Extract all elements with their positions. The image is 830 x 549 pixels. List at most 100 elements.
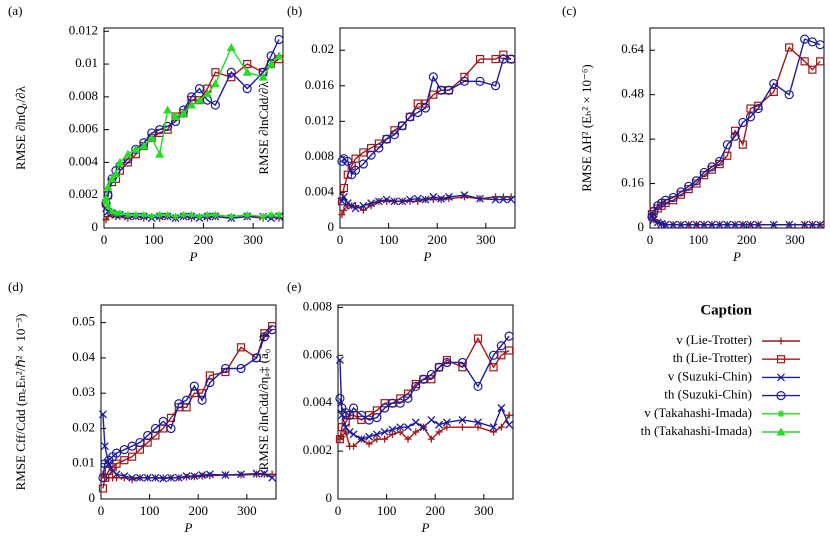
marker [459, 76, 470, 86]
marker [358, 159, 368, 169]
marker [108, 208, 116, 216]
marker [397, 121, 407, 131]
x-axis-label: P [184, 520, 193, 535]
marker [274, 51, 284, 60]
x-tick-label: 0 [98, 503, 105, 518]
marker [418, 374, 429, 384]
marker [443, 423, 451, 431]
panel-label: (a) [8, 3, 22, 18]
marker [140, 211, 148, 219]
marker [411, 418, 420, 427]
legend-label: th (Lie-Trotter) [673, 350, 752, 365]
marker [769, 78, 779, 89]
marker [174, 399, 184, 409]
x-tick-label: 200 [425, 503, 445, 518]
marker [777, 373, 785, 382]
legend-title: Caption [700, 302, 752, 318]
marker [373, 435, 381, 443]
legend-label: v (Lie-Trotter) [676, 332, 752, 347]
x-tick-label: 300 [474, 503, 494, 518]
marker [816, 220, 825, 229]
marker [243, 59, 252, 69]
x-axis-label: P [421, 520, 430, 535]
marker [150, 423, 161, 434]
marker [714, 156, 725, 166]
marker [237, 470, 245, 479]
marker [722, 140, 732, 150]
marker [476, 194, 484, 203]
marker [210, 79, 220, 88]
marker [166, 423, 176, 434]
marker [236, 363, 246, 374]
marker [715, 220, 724, 229]
marker [348, 403, 359, 413]
series-line [105, 46, 280, 199]
marker [411, 381, 421, 392]
marker [339, 183, 348, 193]
marker [268, 473, 277, 482]
marker [785, 220, 794, 229]
x-tick-label: 300 [243, 232, 263, 247]
marker [442, 357, 452, 368]
marker [206, 472, 214, 480]
marker [800, 220, 809, 229]
marker [460, 191, 469, 200]
marker [151, 473, 160, 482]
marker [427, 435, 435, 443]
marker [120, 456, 129, 465]
marker [120, 472, 129, 481]
marker [800, 57, 809, 66]
marker [112, 459, 121, 468]
marker [275, 211, 283, 219]
marker [338, 433, 346, 441]
marker [474, 423, 482, 431]
marker [497, 423, 505, 431]
marker [473, 381, 483, 392]
marker [357, 435, 366, 444]
marker [490, 81, 501, 91]
y-tick-label: 0.05 [72, 314, 95, 329]
marker [340, 206, 348, 214]
y-tick-label: 0 [92, 219, 99, 234]
marker [700, 220, 709, 229]
marker [268, 470, 276, 478]
marker [343, 199, 352, 208]
marker [112, 209, 120, 217]
marker [167, 473, 175, 482]
marker [380, 403, 390, 413]
marker [100, 442, 109, 451]
marker [351, 204, 360, 213]
y-tick-label: 0 [328, 219, 335, 234]
marker [251, 353, 262, 363]
marker [647, 212, 657, 222]
y-tick-label: 0.01 [75, 55, 98, 70]
y-tick-label: 0.01 [72, 455, 95, 470]
marker [180, 211, 188, 219]
marker [776, 355, 786, 364]
y-tick-label: 0.008 [305, 148, 334, 163]
marker [661, 220, 670, 229]
marker [800, 34, 810, 44]
marker [221, 471, 230, 479]
y-tick-label: 0.04 [72, 349, 95, 364]
marker [107, 174, 117, 183]
marker [98, 410, 107, 419]
marker [491, 195, 500, 204]
x-tick-label: 100 [140, 503, 160, 518]
y-tick-label: 0.012 [69, 22, 98, 37]
marker [366, 150, 376, 160]
marker [350, 165, 361, 175]
plot-frame [337, 304, 514, 500]
marker [197, 395, 207, 405]
marker [474, 418, 482, 427]
x-axis-label: P [423, 249, 432, 264]
marker [132, 211, 140, 219]
x-tick-label: 100 [377, 503, 397, 518]
marker [190, 472, 199, 481]
y-tick-label: 0 [326, 490, 333, 505]
marker [784, 90, 794, 100]
marker [158, 416, 168, 426]
marker [692, 220, 701, 229]
marker [808, 220, 817, 229]
marker [668, 192, 678, 203]
